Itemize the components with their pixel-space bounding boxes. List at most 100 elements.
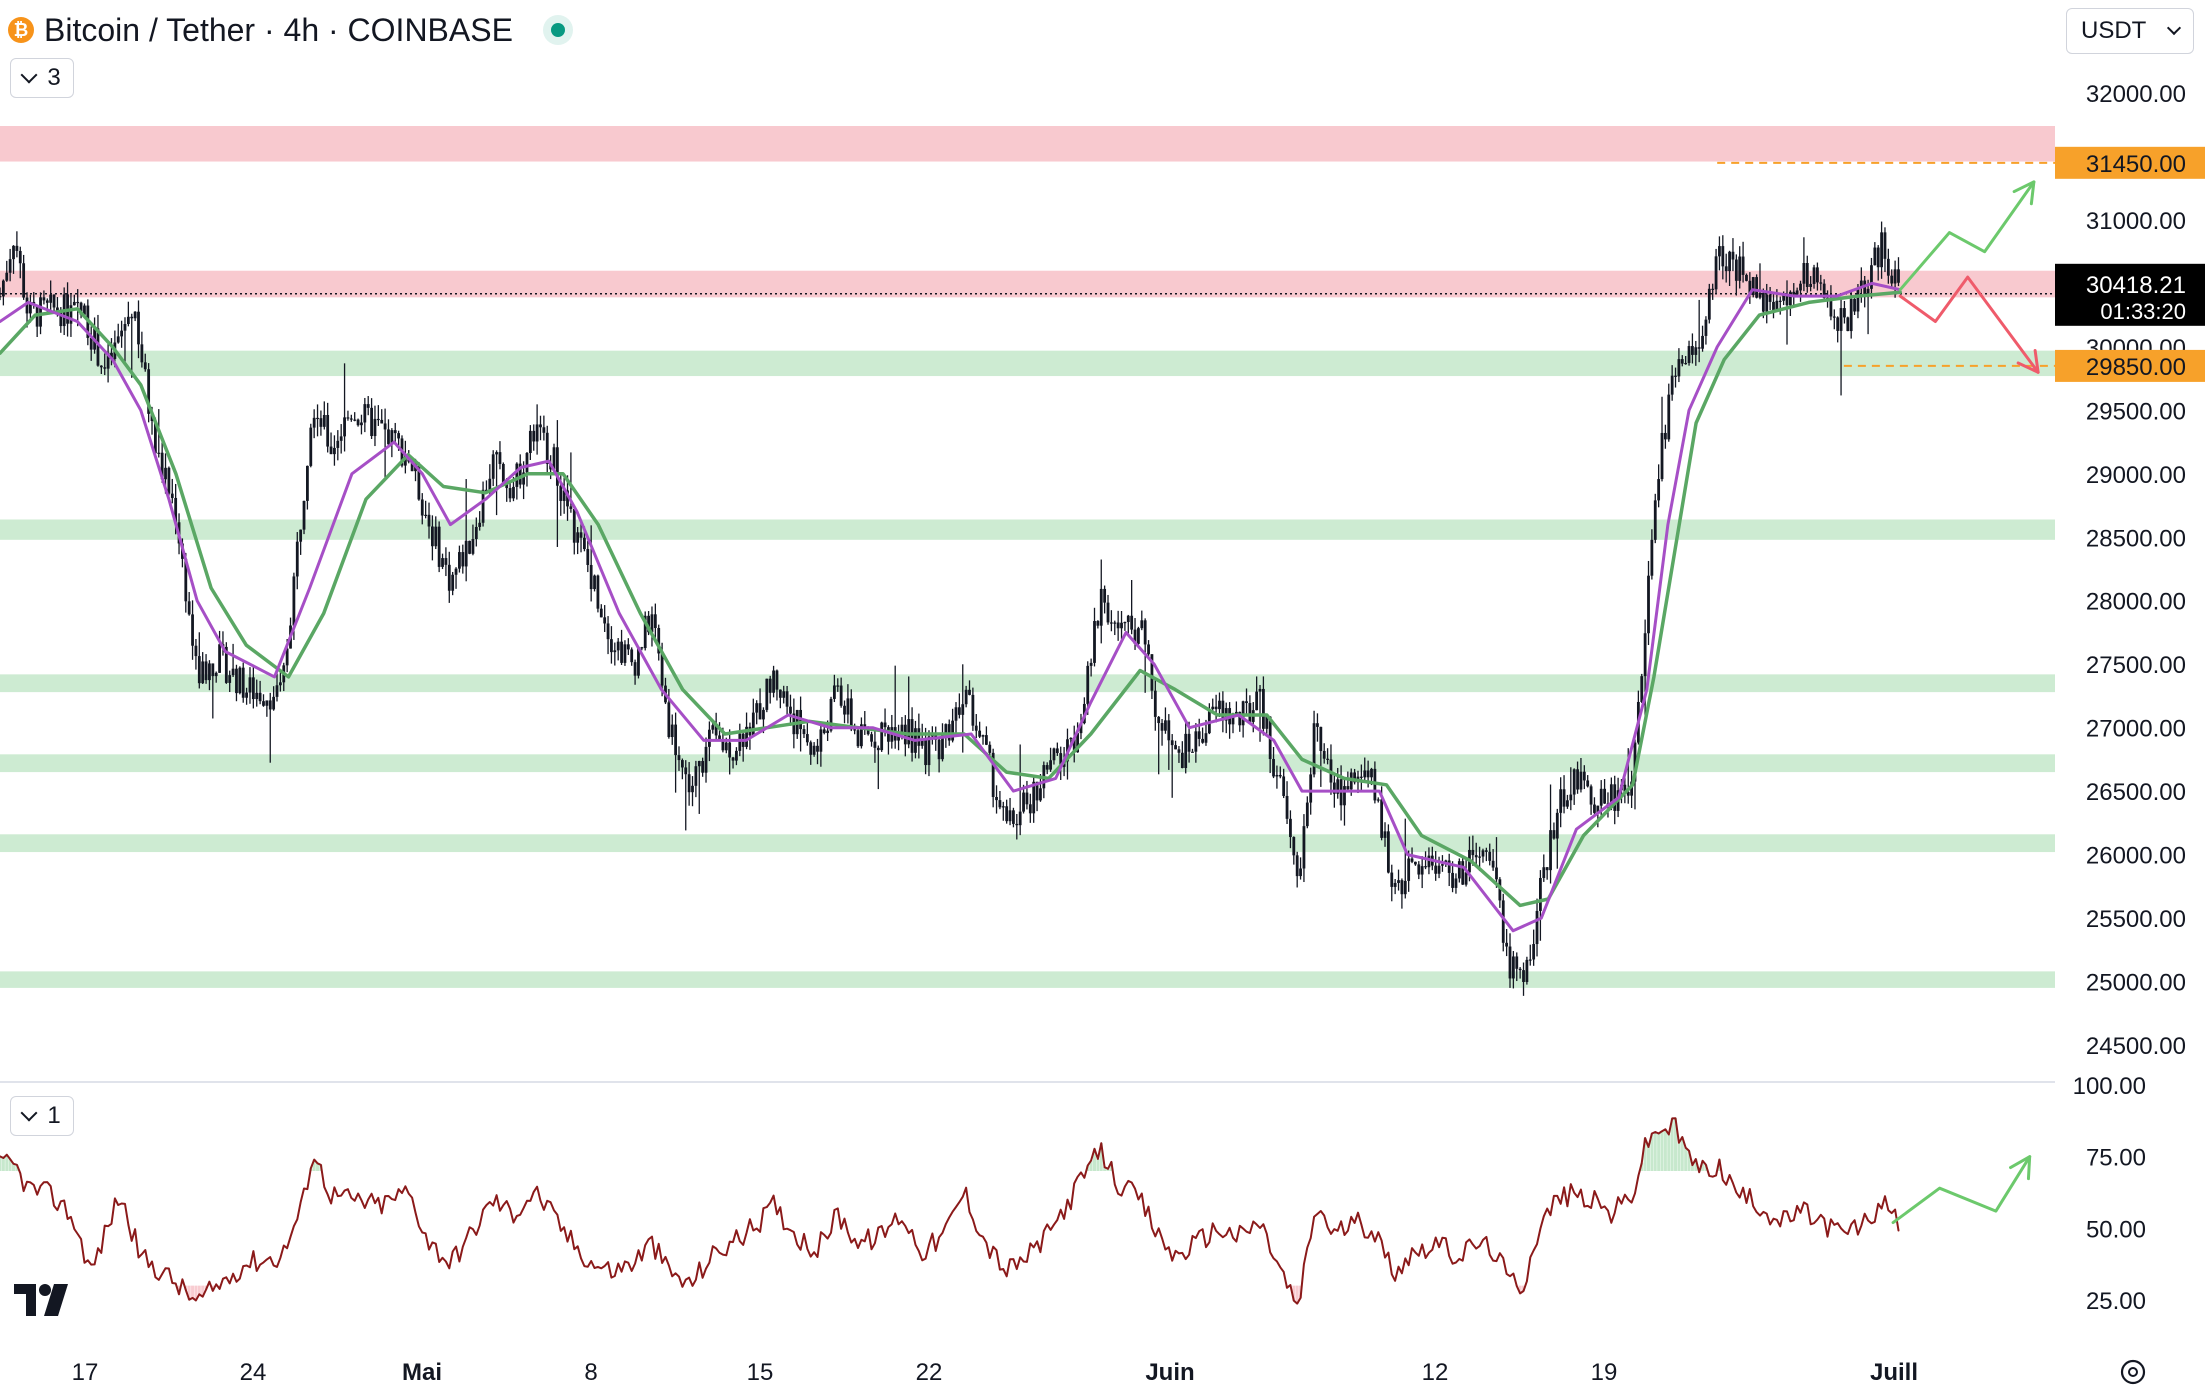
candle-body: [1035, 781, 1039, 801]
candle-body: [1295, 855, 1299, 877]
price-tick-label: 26000.00: [2086, 843, 2186, 870]
candle-body: [1809, 283, 1813, 287]
candle-body: [1265, 716, 1269, 729]
candle-body: [410, 461, 414, 472]
candle-body: [566, 490, 569, 507]
candle-body: [552, 447, 556, 470]
candle-body: [1542, 867, 1546, 878]
candle-body: [728, 742, 732, 758]
candle-body: [714, 725, 718, 736]
candle-body: [275, 685, 279, 697]
candle-body: [447, 564, 451, 591]
candle-body: [1093, 621, 1096, 663]
candle-body: [1316, 723, 1319, 727]
candle-body: [1184, 733, 1188, 769]
candle-body: [72, 301, 76, 306]
candle-body: [751, 712, 755, 736]
main-indicators-toggle-button[interactable]: 3: [10, 58, 74, 98]
price-tick-label: 25500.00: [2086, 906, 2186, 933]
candle-body: [1495, 867, 1498, 880]
candle-body: [302, 500, 306, 530]
candle-body: [1680, 359, 1684, 364]
candle-body: [45, 300, 49, 303]
price-tick-label: 25000.00: [2086, 970, 2186, 997]
candle-body: [1137, 628, 1140, 644]
candle-body: [1238, 711, 1242, 726]
candle-body: [1870, 265, 1873, 289]
price-tick-label: 32000.00: [2086, 81, 2186, 108]
candle-body: [1299, 868, 1302, 877]
tradingview-logo[interactable]: [14, 1282, 76, 1323]
candle-body: [265, 700, 269, 706]
candle-body: [539, 424, 542, 428]
candle-body: [920, 738, 924, 746]
candle-body: [583, 537, 586, 550]
candle-body: [1738, 256, 1742, 281]
level-marker-label: 31450.00: [2086, 151, 2186, 178]
candle-body: [1772, 301, 1775, 311]
candle-body: [306, 465, 309, 501]
candle-body: [542, 427, 546, 433]
candle-body: [1603, 788, 1606, 804]
candle-body: [1008, 810, 1012, 822]
candle-body: [559, 485, 563, 501]
candle-body: [1471, 849, 1475, 856]
candle-body: [491, 454, 495, 479]
candle-body: [174, 497, 178, 523]
candle-body: [586, 549, 590, 565]
candle-body: [1816, 267, 1819, 283]
candle-body: [1674, 375, 1677, 377]
candle-body: [1886, 258, 1890, 276]
candle-body: [1748, 280, 1752, 296]
candle-body: [1005, 806, 1009, 822]
candle-body: [643, 615, 647, 649]
candle-body: [1734, 259, 1738, 281]
bullish-scenario-arrow: [1898, 180, 2036, 292]
candle-body: [657, 628, 661, 654]
candle-body: [971, 694, 975, 726]
gear-ring: [2120, 1359, 2146, 1385]
time-tick-label: Juill: [1870, 1359, 1918, 1386]
candle-body: [420, 499, 424, 516]
candle-body: [1187, 733, 1191, 752]
candle-body: [356, 419, 360, 426]
bearish-scenario-arrow: [1898, 275, 2040, 374]
candle-body: [1049, 760, 1052, 770]
candle-body: [782, 691, 786, 698]
candle-body: [1522, 970, 1525, 982]
candle-body: [231, 668, 235, 676]
candle-body: [1782, 293, 1786, 301]
bearish-scenario-arrow-path: [1898, 275, 2040, 374]
candle-body: [1481, 850, 1485, 857]
candle-body: [1812, 267, 1816, 284]
candle-body: [235, 668, 238, 694]
time-tick-label: 12: [1422, 1359, 1449, 1386]
market-status-icon[interactable]: [542, 15, 573, 45]
settings-gear-icon[interactable]: [2120, 1359, 2146, 1385]
rsi-indicators-toggle-button[interactable]: 1: [10, 1096, 74, 1136]
candle-body: [762, 709, 765, 720]
candle-body: [1461, 861, 1465, 885]
candle-body: [1670, 375, 1674, 395]
candle-body: [988, 744, 992, 753]
symbol-title[interactable]: Bitcoin / Tether · 4h · COINBASE: [44, 11, 513, 48]
price-tick-label: 31000.00: [2086, 208, 2186, 235]
candle-body: [677, 755, 681, 761]
candle-body: [1164, 720, 1167, 731]
candle-body: [360, 422, 363, 426]
candle-body: [1289, 818, 1292, 838]
candle-body: [353, 419, 357, 421]
candle-body: [1555, 812, 1559, 839]
candle-body: [910, 719, 914, 753]
candle-body: [991, 752, 995, 798]
currency-select[interactable]: USDT: [2066, 8, 2194, 54]
candle-body: [346, 417, 350, 419]
candle-body: [704, 746, 708, 773]
candle-body: [576, 532, 580, 543]
candle-body: [1751, 277, 1755, 296]
price-tick-label: 27000.00: [2086, 716, 2186, 743]
candle-body: [694, 766, 698, 786]
candle-body: [1272, 759, 1275, 777]
